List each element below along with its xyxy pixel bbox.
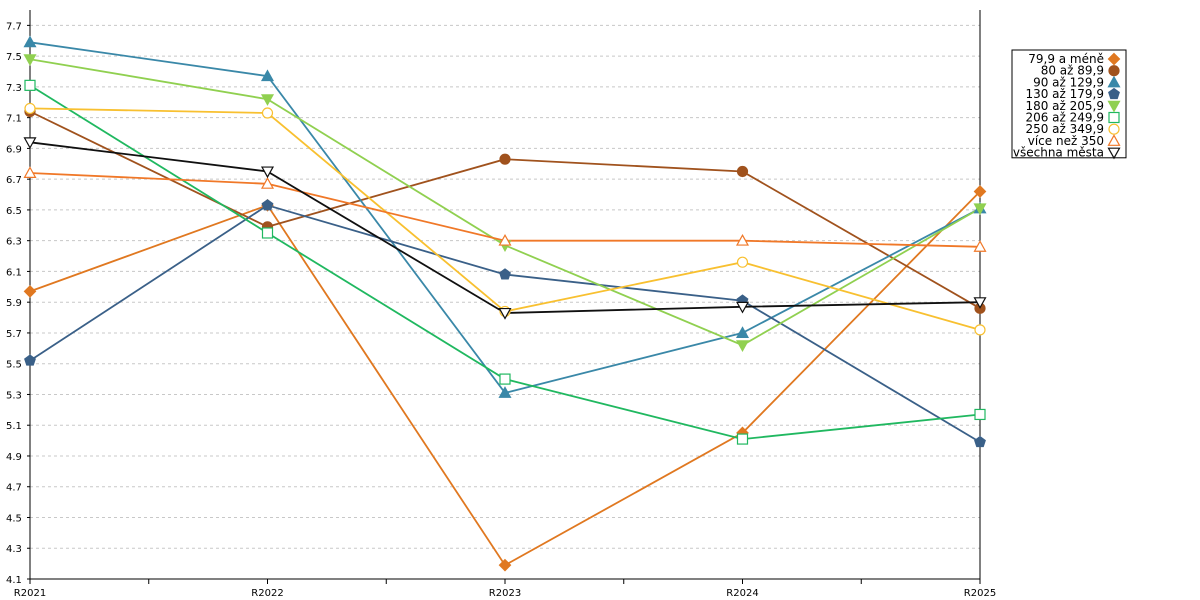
- legend-item: 130 až 179,9: [1025, 87, 1120, 101]
- data-point: [498, 558, 512, 572]
- axes: 4.1 4.3 4.5 4.7 4.9 5.1 5.3 5.5 5.7 5.9 6.1 6.3 6.5 6…: [6, 10, 996, 599]
- data-point: [735, 326, 750, 338]
- legend-item: všechna města: [1013, 146, 1121, 160]
- data-point: [498, 233, 512, 246]
- y-tick-label: 5.5: [6, 360, 22, 371]
- legend-label: 80 až 89,9: [1041, 64, 1104, 78]
- data-point: [735, 340, 750, 352]
- legend-label: 250 až 349,9: [1025, 122, 1104, 136]
- x-tick-label: R2024: [726, 588, 758, 599]
- data-point: [260, 177, 275, 189]
- data-point: [974, 324, 986, 336]
- y-tick-label: 4.5: [6, 513, 22, 524]
- legend-marker: [1107, 147, 1121, 160]
- legend-label: 130 až 179,9: [1025, 87, 1104, 101]
- data-point: [24, 102, 36, 115]
- legend-item: 80 až 89,9: [1041, 64, 1120, 78]
- data-point: [735, 301, 750, 314]
- data-point: [23, 166, 37, 179]
- data-markers: [23, 35, 987, 572]
- data-point: [499, 268, 511, 280]
- legend-marker: [1108, 87, 1120, 100]
- data-point: [261, 199, 274, 211]
- legend-label: 90 až 129,9: [1033, 75, 1104, 89]
- series-line: [29, 84, 981, 441]
- legend-label: všechna města: [1013, 146, 1104, 160]
- data-point: [261, 107, 274, 119]
- data-point: [260, 94, 275, 106]
- data-point: [261, 227, 274, 239]
- legend-marker: [1107, 134, 1121, 146]
- grid-lines: [30, 24, 980, 580]
- y-tick-label: 7.3: [6, 83, 22, 94]
- legend-label: 206 až 249,9: [1025, 111, 1104, 125]
- legend-marker: [1108, 123, 1120, 135]
- y-tick-label: 5.1: [6, 421, 22, 432]
- data-point: [973, 297, 987, 309]
- y-tick-label: 4.1: [6, 575, 22, 586]
- y-tick-label: 7.7: [6, 21, 22, 32]
- data-point: [23, 35, 37, 48]
- legend-marker: [1108, 65, 1120, 77]
- y-tick-label: 6.7: [6, 175, 22, 186]
- legend-marker: [1107, 100, 1121, 113]
- y-tick-label: 4.3: [6, 544, 22, 555]
- legend-item: 90 až 129,9: [1033, 75, 1121, 89]
- x-tick-label: R2021: [14, 588, 46, 599]
- legend-item: více než 350: [1028, 134, 1121, 148]
- x-tick-label: R2025: [964, 588, 996, 599]
- legend-label: více než 350: [1028, 134, 1104, 148]
- data-point: [736, 256, 749, 268]
- legend-item: 206 až 249,9: [1025, 111, 1120, 125]
- legend-marker: [1107, 75, 1121, 88]
- y-tick-label: 7.5: [6, 52, 22, 63]
- data-point: [736, 433, 749, 445]
- y-tick-label: 6.3: [6, 237, 22, 248]
- data-point: [973, 185, 987, 198]
- data-point: [498, 307, 512, 320]
- data-point: [24, 354, 36, 366]
- data-point: [973, 240, 987, 252]
- data-point: [260, 166, 275, 179]
- data-point: [24, 79, 36, 91]
- legend-marker: [1108, 111, 1120, 124]
- legend-label: 79,9 a méně: [1028, 52, 1104, 66]
- y-tick-label: 6.5: [6, 206, 22, 217]
- y-tick-label: 5.9: [6, 298, 22, 309]
- legend-box: [1011, 49, 1127, 159]
- data-point: [499, 153, 511, 165]
- y-tick-label: 6.1: [6, 267, 22, 278]
- series-line: [29, 107, 981, 331]
- series-line: [29, 141, 981, 314]
- x-tick-label: R2022: [251, 588, 283, 599]
- data-point: [736, 165, 749, 178]
- data-point: [23, 54, 37, 66]
- data-point: [974, 435, 986, 448]
- y-tick-label: 4.7: [6, 483, 22, 494]
- data-point: [23, 137, 37, 149]
- legend-label: 180 až 205,9: [1025, 99, 1104, 113]
- y-tick-label: 6.9: [6, 144, 22, 155]
- data-point: [974, 408, 986, 421]
- y-tick-label: 5.7: [6, 329, 22, 340]
- data-point: [23, 285, 37, 298]
- y-tick-label: 7.1: [6, 114, 22, 125]
- data-point: [499, 373, 511, 385]
- series-line: [29, 41, 981, 394]
- y-tick-label: 4.9: [6, 452, 22, 463]
- legend-item: 79,9 a méně: [1028, 52, 1121, 66]
- data-point: [735, 233, 750, 246]
- legend-marker: [1107, 52, 1121, 66]
- data-point: [498, 386, 512, 398]
- x-tick-label: R2023: [489, 588, 521, 599]
- data-point: [973, 203, 987, 216]
- legend-item: 180 až 205,9: [1025, 99, 1121, 113]
- data-point: [260, 69, 275, 82]
- y-tick-label: 5.3: [6, 390, 22, 401]
